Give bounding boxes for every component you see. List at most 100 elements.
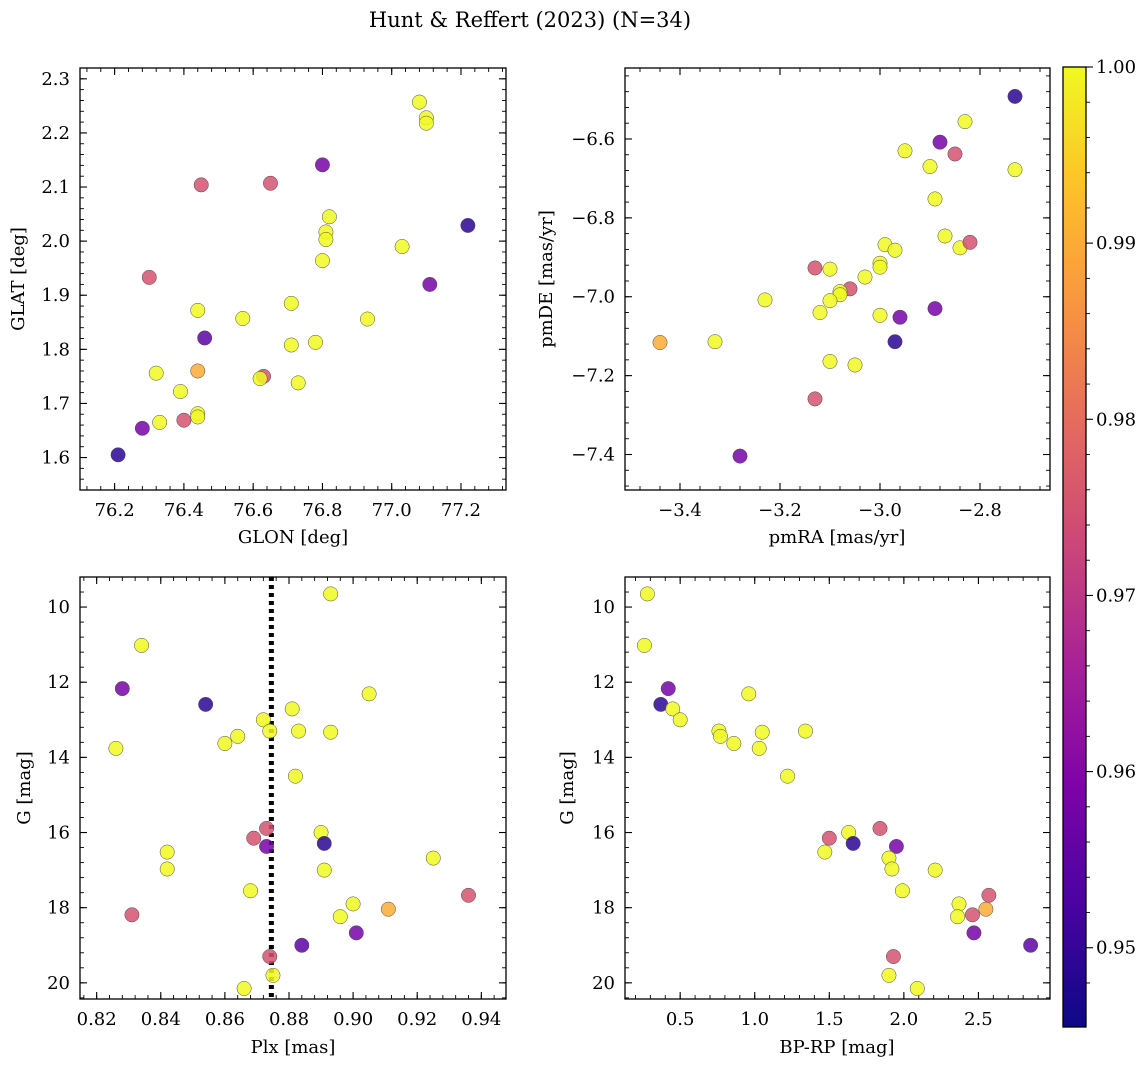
panel-pmra-pmde: −3.4 −3.2 −3.0 −2.8 −7.4 −7.2 −7.0 −6.8 −6.6 pmR… bbox=[536, 67, 1051, 548]
panel-glon-glat-point bbox=[148, 365, 164, 381]
panel-pmra-pmde-ytick-label: −6.6 bbox=[571, 129, 615, 150]
panel-bprp-g-ytick-label: 20 bbox=[592, 973, 615, 994]
panel-pmra-pmde-point bbox=[887, 242, 903, 258]
panel-plx-g-point bbox=[361, 686, 377, 702]
panel-plx-g-point bbox=[380, 901, 396, 917]
panel-pmra-pmde-point bbox=[847, 357, 863, 373]
panel-bprp-g-point bbox=[965, 907, 980, 923]
panel-pmra-pmde-point bbox=[872, 259, 888, 275]
panel-pmra-pmde-xtick-label: −3.4 bbox=[658, 500, 702, 521]
panel-pmra-pmde-ytick-label: −7.0 bbox=[571, 287, 615, 308]
panel-bprp-g-point bbox=[881, 967, 897, 983]
panel-plx-g-point bbox=[262, 723, 278, 739]
panel-bprp-g-point bbox=[981, 887, 997, 903]
panel-plx-g: 0.82 0.84 0.86 0.88 0.90 0.92 0.94 10 12 14 16 18 20… bbox=[14, 576, 507, 1058]
panel-plx-g-point bbox=[425, 850, 441, 866]
panel-plx-g-point bbox=[332, 909, 348, 925]
panel-plx-g-point bbox=[217, 736, 233, 751]
panel-plx-g-point bbox=[159, 861, 175, 877]
panel-plx-g-ticks: 0.82 0.84 0.86 0.88 0.90 0.92 0.94 10 12 14 16 18 20 bbox=[47, 576, 506, 1030]
panel-pmra-pmde-point bbox=[927, 191, 943, 207]
panel-plx-g-point bbox=[294, 937, 310, 953]
panel-bprp-g-point bbox=[754, 724, 770, 740]
panel-bprp-g-ytick-label: 18 bbox=[592, 898, 615, 919]
panel-pmra-pmde-xtick-label: −2.8 bbox=[958, 500, 1002, 521]
panel-glon-glat-point bbox=[394, 239, 410, 254]
panel-bprp-g-point bbox=[751, 740, 767, 756]
panel-glon-glat-ytick-label: 2.0 bbox=[41, 231, 70, 252]
colorbar-tick-label: 1.00 bbox=[1096, 57, 1136, 78]
panel-plx-g-points bbox=[108, 586, 476, 996]
panel-pmra-pmde-xtick-label: −3.2 bbox=[758, 500, 802, 521]
panel-glon-glat-point bbox=[152, 414, 168, 430]
panel-plx-g-point bbox=[323, 724, 339, 740]
panel-bprp-g-xtick-label: 2.0 bbox=[890, 1009, 919, 1030]
panel-glon-glat-point bbox=[318, 232, 334, 247]
panel-glon-glat-point bbox=[134, 420, 150, 436]
panel-bprp-g-point bbox=[888, 838, 904, 854]
panel-bprp-g-point bbox=[894, 883, 910, 899]
panel-glon-glat-xlabel: GLON [deg] bbox=[238, 527, 348, 548]
panel-plx-g-point bbox=[323, 586, 339, 602]
panel-pmra-pmde-xlabel: pmRA [mas/yr] bbox=[769, 527, 906, 548]
panel-plx-g-point bbox=[246, 830, 262, 846]
panel-glon-glat-point bbox=[252, 371, 268, 386]
panel-bprp-g-point bbox=[741, 686, 757, 702]
panel-plx-g-frame bbox=[79, 576, 507, 1000]
panel-bprp-g-point bbox=[660, 681, 676, 697]
panel-bprp-g-point bbox=[780, 768, 795, 784]
panel-bprp-g-point bbox=[884, 861, 900, 877]
panel-plx-g-xtick-label: 0.90 bbox=[333, 1009, 373, 1030]
panel-glon-glat-point bbox=[193, 177, 209, 193]
panel-glon-glat-point bbox=[197, 330, 213, 346]
panel-glon-glat-frame bbox=[79, 67, 507, 491]
colorbar-tick-label: 0.96 bbox=[1096, 762, 1136, 783]
panel-pmra-pmde-point bbox=[962, 234, 978, 250]
panel-glon-glat-point bbox=[308, 334, 323, 350]
panel-glon-glat-point bbox=[263, 175, 278, 191]
panel-plx-g-point bbox=[230, 728, 246, 744]
panel-pmra-pmde-point bbox=[822, 293, 838, 309]
panel-glon-glat-point bbox=[172, 384, 188, 399]
panel-bprp-g-point bbox=[909, 981, 925, 996]
panel-pmra-pmde-point bbox=[857, 269, 873, 285]
panel-bprp-g-points bbox=[636, 586, 1039, 996]
panel-glon-glat-ytick-label: 1.7 bbox=[41, 393, 70, 414]
panel-pmra-pmde-point bbox=[822, 353, 838, 369]
panel-plx-g-ytick-label: 16 bbox=[47, 823, 70, 844]
panel-bprp-g-point bbox=[872, 820, 888, 836]
panel-pmra-pmde-point bbox=[897, 143, 913, 159]
panel-plx-g-point bbox=[198, 696, 214, 712]
panel-bprp-g-point bbox=[950, 909, 965, 925]
panel-pmra-pmde-point bbox=[807, 391, 823, 407]
panel-bprp-g-point bbox=[1023, 937, 1039, 953]
panel-glon-glat-xtick-label: 76.8 bbox=[302, 500, 342, 521]
panel-plx-g-point bbox=[159, 844, 175, 860]
panel-bprp-g-xtick-label: 0.5 bbox=[666, 1009, 695, 1030]
panel-pmra-pmde-point bbox=[932, 134, 948, 150]
panel-pmra-pmde-point bbox=[937, 228, 953, 244]
panel-pmra-pmde-points bbox=[652, 88, 1023, 464]
panel-glon-glat-xtick-label: 77.0 bbox=[372, 500, 412, 521]
panel-glon-glat-point bbox=[283, 337, 299, 353]
colorbar-ticks: 0.95 0.96 0.97 0.98 0.99 1.00 bbox=[1086, 57, 1136, 984]
panel-bprp-g-point bbox=[672, 712, 688, 728]
panel-pmra-pmde-point bbox=[807, 260, 823, 276]
panel-plx-g-point bbox=[291, 723, 307, 739]
panel-plx-g-point bbox=[243, 883, 258, 899]
panel-glon-glat-point bbox=[235, 311, 251, 326]
panel-plx-g-point bbox=[316, 835, 332, 851]
panel-bprp-g-point bbox=[885, 949, 901, 964]
panel-pmra-pmde-ylabel: pmDE [mas/yr] bbox=[536, 210, 557, 348]
panel-plx-g-point bbox=[259, 820, 275, 836]
panel-glon-glat-point bbox=[460, 217, 476, 233]
panel-glon-glat: 76.2 76.4 76.6 76.8 77.0 77.2 1.6 1.7 1.8 1.9 2.0 2… bbox=[8, 67, 507, 548]
panel-pmra-pmde-point bbox=[822, 261, 838, 277]
panel-pmra-pmde-point bbox=[872, 307, 888, 323]
panel-glon-glat-point bbox=[190, 363, 206, 379]
panel-bprp-g-point bbox=[817, 844, 833, 860]
panel-plx-g-point bbox=[259, 838, 275, 854]
panel-plx-g-ytick-label: 18 bbox=[47, 898, 70, 919]
panel-plx-g-point bbox=[255, 712, 271, 728]
panel-pmra-pmde-point bbox=[707, 334, 723, 350]
